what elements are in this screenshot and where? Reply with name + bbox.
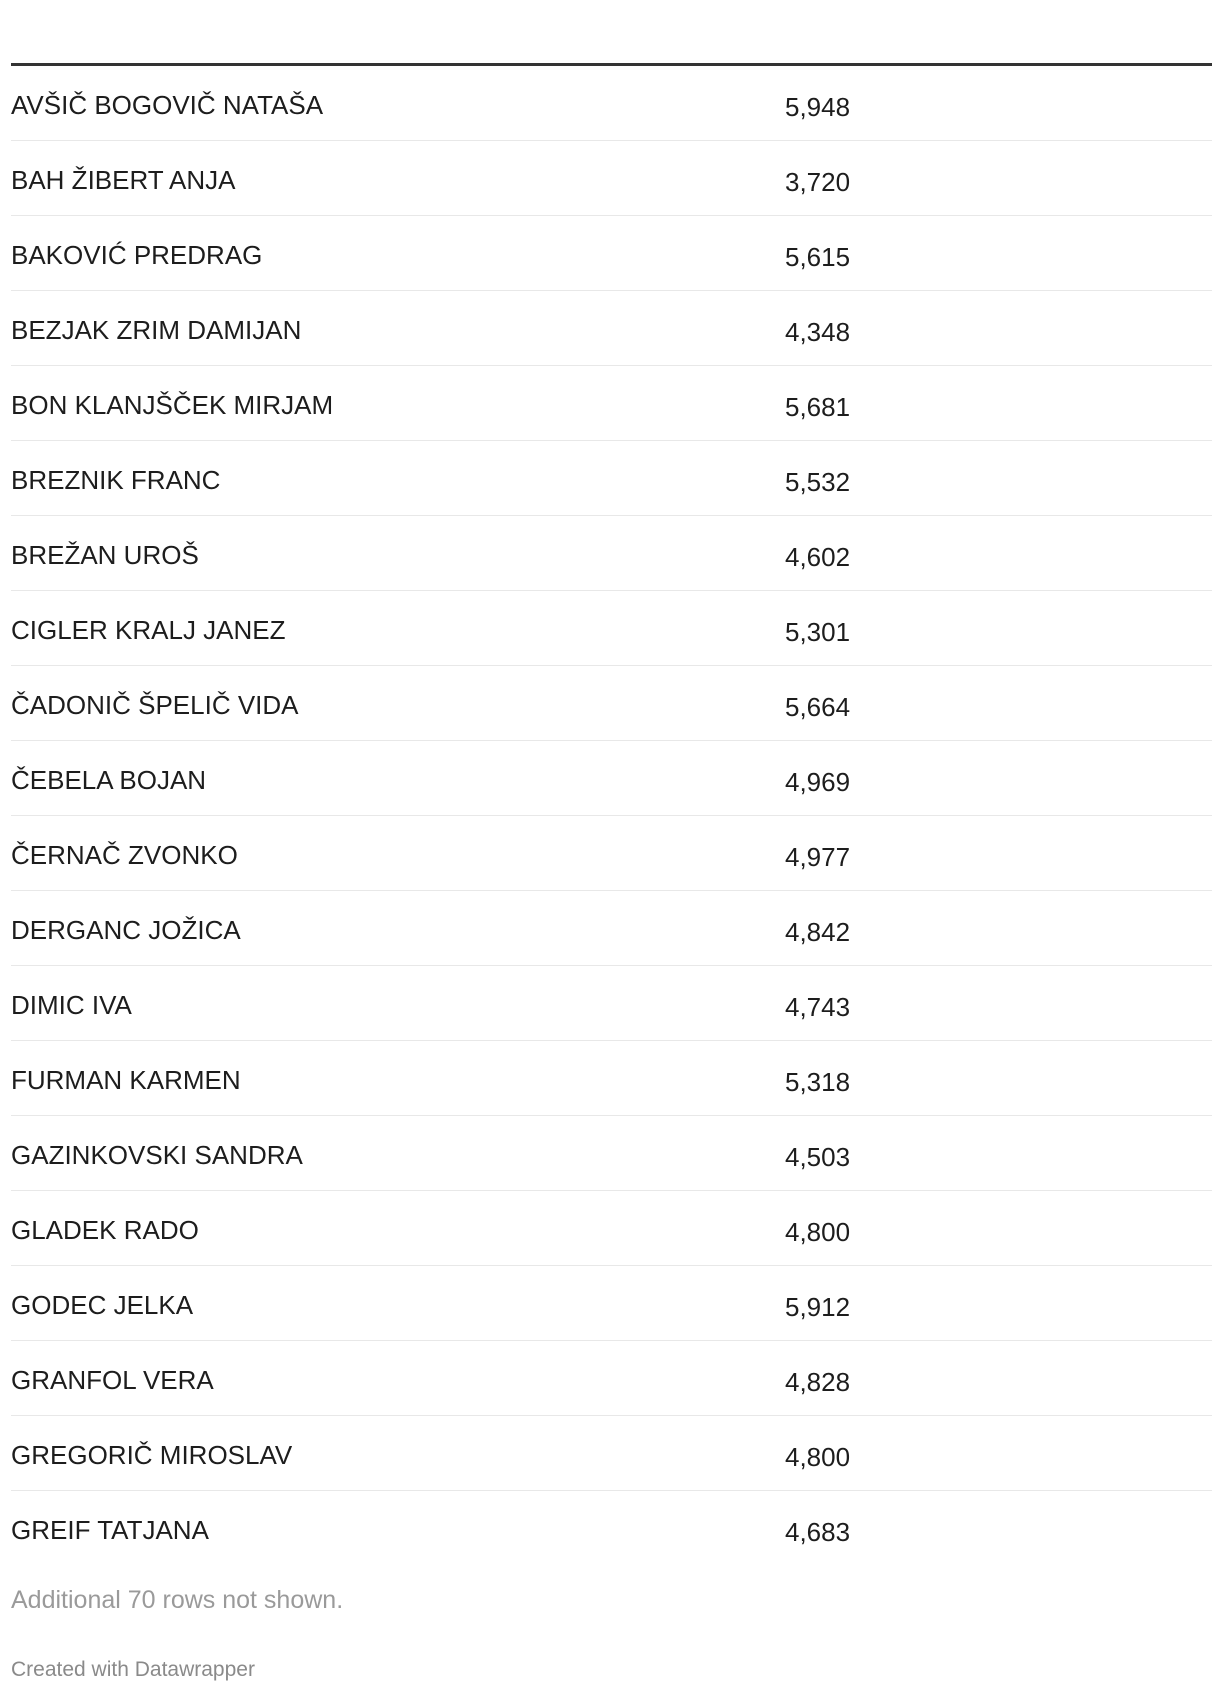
row-name: GLADEK RADO xyxy=(11,1214,199,1245)
row-value: 5,681 xyxy=(785,391,851,422)
table-row: GLADEK RADO 4,800 xyxy=(11,1191,1212,1266)
row-name: BAH ŽIBERT ANJA xyxy=(11,164,236,195)
row-value: 4,828 xyxy=(785,1366,851,1397)
table-row: AVŠIČ BOGOVIČ NATAŠA 5,948 xyxy=(11,66,1212,141)
rows-not-shown-note: Additional 70 rows not shown. xyxy=(11,1586,344,1614)
data-table: AVŠIČ BOGOVIČ NATAŠA 5,948 BAH ŽIBERT ANJA… xyxy=(11,63,1212,1565)
row-value: 5,318 xyxy=(785,1066,851,1097)
table-row: DERGANC JOŽICA 4,842 xyxy=(11,891,1212,966)
row-value: 4,977 xyxy=(785,841,851,872)
table-row: ČERNAČ ZVONKO 4,977 xyxy=(11,816,1212,891)
table-row: BAH ŽIBERT ANJA 3,720 xyxy=(11,141,1212,216)
row-value: 4,503 xyxy=(785,1141,851,1172)
row-name: BREŽAN UROŠ xyxy=(11,539,199,570)
row-name: GAZINKOVSKI SANDRA xyxy=(11,1139,303,1170)
table-row: GAZINKOVSKI SANDRA 4,503 xyxy=(11,1116,1212,1191)
table-row: BREZNIK FRANC 5,532 xyxy=(11,441,1212,516)
row-name: BEZJAK ZRIM DAMIJAN xyxy=(11,314,302,345)
row-value: 4,743 xyxy=(785,991,851,1022)
table-row: BON KLANJŠČEK MIRJAM 5,681 xyxy=(11,366,1212,441)
table-row: GREIF TATJANA 4,683 xyxy=(11,1491,1212,1565)
row-name: AVŠIČ BOGOVIČ NATAŠA xyxy=(11,89,324,120)
row-value: 3,720 xyxy=(785,166,851,197)
table-row: GRANFOL VERA 4,828 xyxy=(11,1341,1212,1416)
table-row: GODEC JELKA 5,912 xyxy=(11,1266,1212,1341)
row-name: DIMIC IVA xyxy=(11,989,132,1020)
row-value: 5,912 xyxy=(785,1291,851,1322)
row-name: GREGORIČ MIROSLAV xyxy=(11,1439,293,1470)
row-name: ČADONIČ ŠPELIČ VIDA xyxy=(11,689,299,720)
table-row: CIGLER KRALJ JANEZ 5,301 xyxy=(11,591,1212,666)
row-name: GREIF TATJANA xyxy=(11,1514,209,1545)
row-value: 4,800 xyxy=(785,1441,851,1472)
row-value: 5,615 xyxy=(785,241,851,272)
row-value: 4,842 xyxy=(785,916,851,947)
table-row: DIMIC IVA 4,743 xyxy=(11,966,1212,1041)
row-name: BON KLANJŠČEK MIRJAM xyxy=(11,389,334,420)
row-value: 5,948 xyxy=(785,91,851,122)
table-row: ČADONIČ ŠPELIČ VIDA 5,664 xyxy=(11,666,1212,741)
row-value: 5,301 xyxy=(785,616,851,647)
row-value: 4,969 xyxy=(785,766,851,797)
table-row: FURMAN KARMEN 5,318 xyxy=(11,1041,1212,1116)
row-value: 4,800 xyxy=(785,1216,851,1247)
row-name: FURMAN KARMEN xyxy=(11,1064,241,1095)
row-value: 4,348 xyxy=(785,316,851,347)
datawrapper-credit-link[interactable]: Created with Datawrapper xyxy=(11,1658,255,1681)
row-name: GODEC JELKA xyxy=(11,1289,194,1320)
row-name: GRANFOL VERA xyxy=(11,1364,214,1395)
row-value: 4,683 xyxy=(785,1516,851,1547)
row-value: 5,664 xyxy=(785,691,851,722)
row-name: ČEBELA BOJAN xyxy=(11,764,207,795)
table-row: BREŽAN UROŠ 4,602 xyxy=(11,516,1212,591)
row-name: BAKOVIĆ PREDRAG xyxy=(11,239,263,270)
row-value: 4,602 xyxy=(785,541,851,572)
row-name: DERGANC JOŽICA xyxy=(11,914,241,945)
table-row: BAKOVIĆ PREDRAG 5,615 xyxy=(11,216,1212,291)
row-name: ČERNAČ ZVONKO xyxy=(11,839,238,870)
row-name: BREZNIK FRANC xyxy=(11,464,221,495)
row-name: CIGLER KRALJ JANEZ xyxy=(11,614,286,645)
table-row: GREGORIČ MIROSLAV 4,800 xyxy=(11,1416,1212,1491)
row-value: 5,532 xyxy=(785,466,851,497)
table-row: ČEBELA BOJAN 4,969 xyxy=(11,741,1212,816)
table-row: BEZJAK ZRIM DAMIJAN 4,348 xyxy=(11,291,1212,366)
